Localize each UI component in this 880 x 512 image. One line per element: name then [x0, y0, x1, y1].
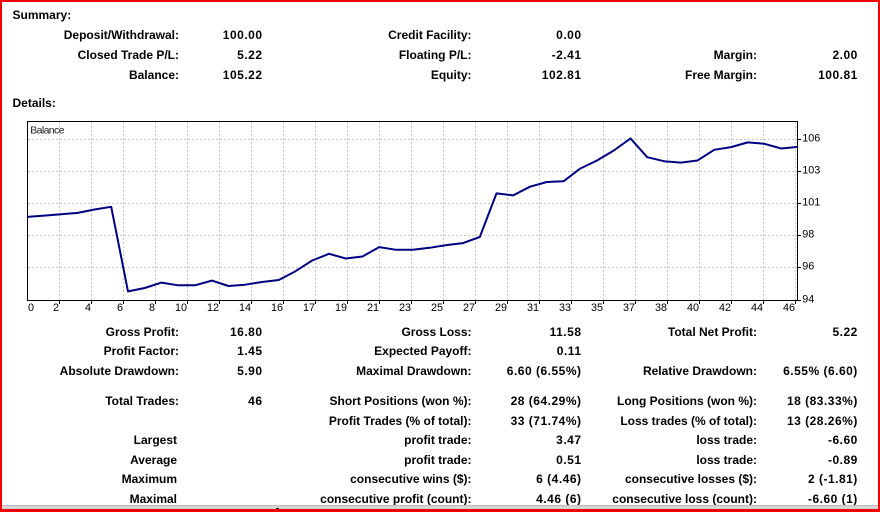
- svg-text:37: 37: [623, 302, 635, 314]
- svg-text:33: 33: [559, 302, 571, 314]
- svg-text:98: 98: [802, 229, 814, 241]
- svg-text:10: 10: [175, 302, 187, 314]
- svg-text:42: 42: [719, 302, 731, 314]
- svg-text:96: 96: [802, 261, 814, 273]
- svg-text:2: 2: [53, 302, 59, 314]
- svg-text:106: 106: [802, 133, 820, 145]
- svg-text:0: 0: [28, 302, 34, 314]
- svg-text:46: 46: [783, 302, 795, 314]
- svg-text:14: 14: [239, 302, 251, 314]
- svg-text:38: 38: [655, 302, 667, 314]
- svg-text:17: 17: [303, 302, 315, 314]
- svg-text:101: 101: [802, 197, 820, 209]
- svg-text:23: 23: [399, 302, 411, 314]
- svg-text:25: 25: [431, 302, 443, 314]
- svg-text:103: 103: [802, 165, 820, 177]
- svg-text:27: 27: [463, 302, 475, 314]
- svg-text:29: 29: [495, 302, 507, 314]
- svg-text:19: 19: [335, 302, 347, 314]
- svg-text:21: 21: [367, 302, 379, 314]
- svg-text:Balance: Balance: [30, 124, 65, 136]
- svg-text:40: 40: [687, 302, 699, 314]
- svg-text:35: 35: [591, 302, 603, 314]
- svg-text:94: 94: [802, 294, 814, 306]
- svg-text:12: 12: [207, 302, 219, 314]
- svg-text:6: 6: [117, 302, 123, 314]
- svg-text:31: 31: [527, 302, 539, 314]
- svg-text:4: 4: [85, 302, 91, 314]
- svg-text:8: 8: [149, 302, 155, 314]
- svg-text:16: 16: [271, 302, 283, 314]
- svg-text:44: 44: [751, 302, 763, 314]
